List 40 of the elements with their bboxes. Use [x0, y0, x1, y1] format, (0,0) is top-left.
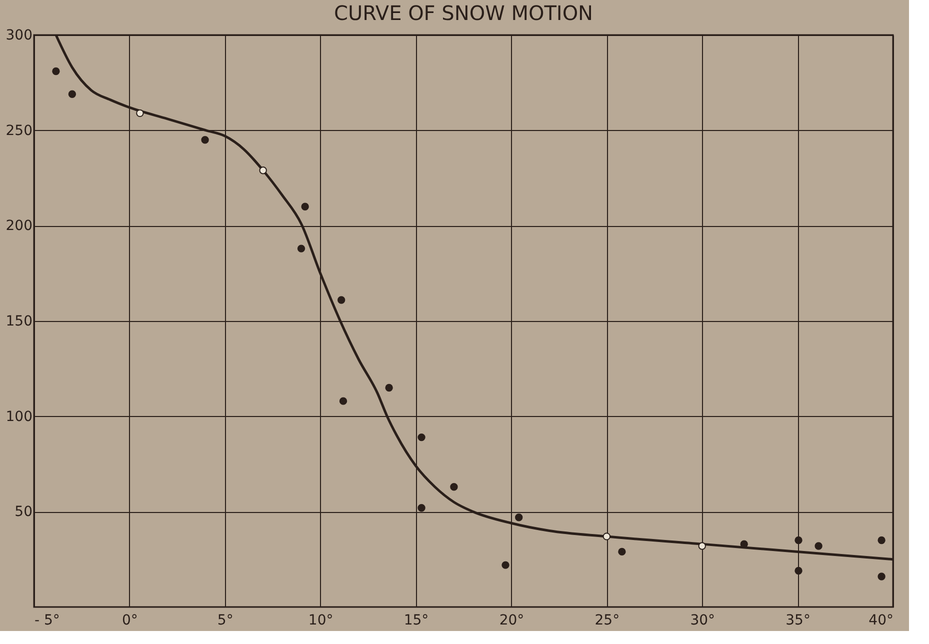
y-tick-label: 200 [6, 218, 32, 234]
point [339, 397, 348, 405]
x-tick-label: 5° [217, 612, 234, 628]
point [698, 542, 706, 550]
point [794, 536, 802, 544]
point [52, 67, 60, 76]
point [502, 561, 510, 569]
point [301, 202, 309, 210]
point [794, 566, 802, 575]
point [259, 166, 267, 174]
point [618, 548, 626, 556]
point [878, 536, 886, 544]
x-tick-label: 10° [308, 612, 334, 628]
x-tick-label: 25° [594, 612, 620, 628]
x-tick-label: 35° [786, 612, 810, 628]
x-tick-label: - 5° [34, 612, 60, 628]
point [136, 109, 144, 118]
x-tick-label: 0° [122, 612, 138, 628]
y-tick-label: 50 [14, 504, 32, 520]
x-tick-label: 15° [404, 612, 429, 628]
point [418, 433, 426, 442]
point [68, 90, 76, 98]
y-tick-label: 100 [6, 408, 32, 425]
point [878, 572, 886, 580]
point [385, 384, 393, 392]
point [814, 542, 822, 550]
point [515, 514, 523, 522]
y-tick-label: 250 [6, 122, 32, 139]
x-tick-label: 30° [690, 612, 716, 628]
y-tick-label: 300 [6, 28, 32, 44]
point [602, 532, 611, 540]
chart-title: CURVE OF SNOW MOTION [334, 1, 594, 25]
point [297, 244, 306, 252]
point [418, 504, 426, 512]
x-tick-label: 40° [868, 612, 894, 628]
point [201, 136, 209, 144]
x-tick-label: 20° [499, 612, 524, 628]
point [450, 483, 458, 491]
y-tick-label: 150 [6, 314, 32, 330]
point [337, 296, 346, 304]
